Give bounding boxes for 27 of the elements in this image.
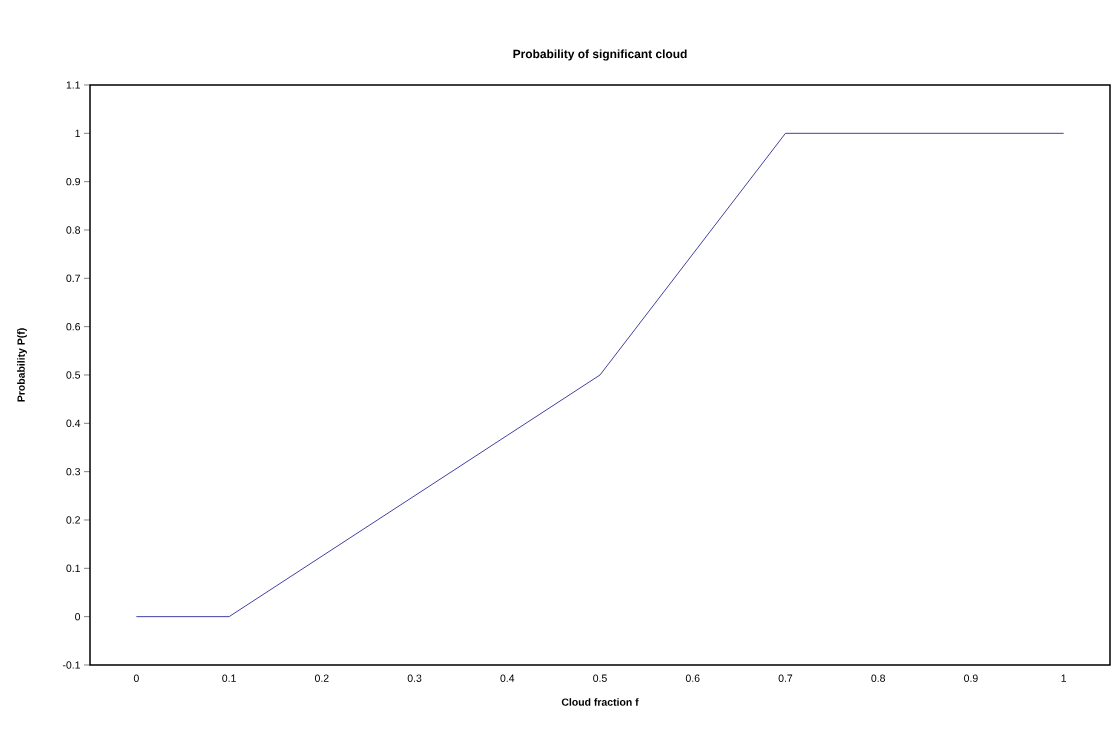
y-tick-label: 1.1 bbox=[66, 81, 80, 89]
x-tick-label: 0.5 bbox=[593, 674, 607, 682]
x-tick-label: 0.3 bbox=[407, 674, 422, 682]
y-axis-title: Probability P(f) bbox=[17, 328, 27, 402]
y-tick-label: 0.6 bbox=[66, 322, 81, 331]
y-tick-label: 0.7 bbox=[66, 274, 80, 283]
x-tick-label: 0.4 bbox=[500, 674, 515, 682]
chart-title: Probability of significant cloud bbox=[513, 49, 687, 61]
y-tick-label: 0.4 bbox=[66, 419, 81, 428]
y-tick-label: 0.8 bbox=[66, 226, 81, 234]
x-tick-label: 0 bbox=[133, 674, 139, 682]
x-tick-label: 1 bbox=[1061, 674, 1067, 682]
x-tick-label: 0.9 bbox=[964, 674, 978, 682]
x-tick-label: 0.7 bbox=[778, 674, 793, 682]
x-tick-label: 0.6 bbox=[685, 674, 700, 682]
y-tick-label: 0.9 bbox=[66, 177, 80, 186]
y-tick-label: 0.2 bbox=[66, 516, 80, 524]
y-tick-label: 0.1 bbox=[66, 564, 80, 573]
y-tick-label: 0.5 bbox=[66, 371, 81, 379]
x-axis-title: Cloud fraction f bbox=[561, 698, 639, 706]
x-tick-label: 0.1 bbox=[222, 674, 236, 682]
y-tick-label: 1 bbox=[75, 129, 80, 137]
x-tick-label: 0.2 bbox=[314, 674, 329, 682]
y-tick-label: -0.1 bbox=[62, 661, 80, 669]
x-tick-label: 0.8 bbox=[871, 674, 885, 682]
y-tick-label: 0 bbox=[75, 612, 81, 621]
y-tick-label: 0.3 bbox=[66, 467, 81, 476]
